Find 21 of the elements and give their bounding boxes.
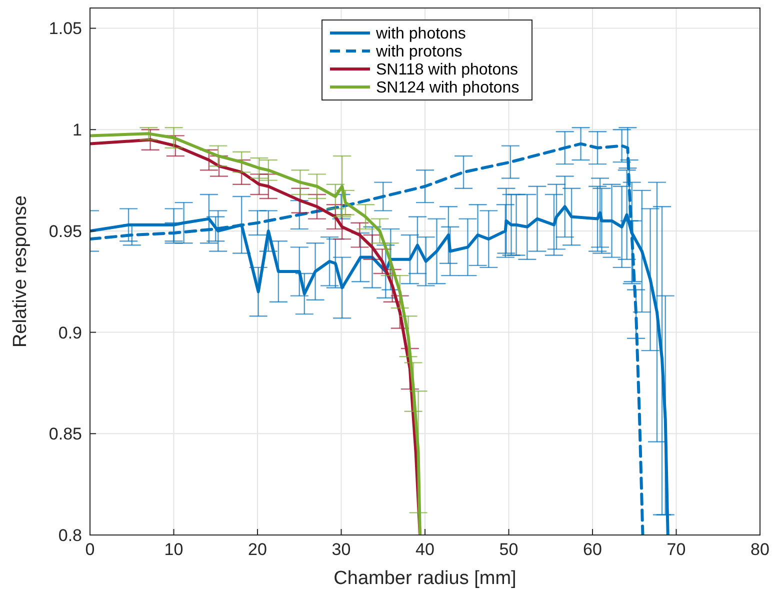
legend-label: with photons <box>375 26 466 43</box>
x-tick-label: 70 <box>666 540 686 559</box>
x-tick-label: 40 <box>416 540 434 559</box>
legend-label: SN118 with photons <box>376 62 518 79</box>
y-axis-title: Relative response <box>10 195 31 348</box>
legend-label: with protons <box>375 44 462 61</box>
x-tick-label: 30 <box>332 540 351 559</box>
x-tick-label: 50 <box>499 540 518 559</box>
y-tick-label: 0.9 <box>58 323 82 342</box>
x-tick-label: 10 <box>164 540 184 559</box>
y-tick-label: 0.95 <box>48 222 82 241</box>
y-tick-label: 0.85 <box>48 424 82 444</box>
legend-label: SN124 with photons <box>376 80 520 97</box>
x-tick-label: 20 <box>248 540 267 559</box>
x-axis-title: Chamber radius [mm] <box>334 568 516 589</box>
x-tick-label: 0 <box>85 540 95 559</box>
y-tick-label: 1 <box>72 120 82 140</box>
x-tick-label: 80 <box>750 540 770 559</box>
x-tick-label: 60 <box>583 540 602 559</box>
y-tick-label: 1.05 <box>48 19 82 38</box>
y-tick-label: 0.8 <box>58 526 82 545</box>
